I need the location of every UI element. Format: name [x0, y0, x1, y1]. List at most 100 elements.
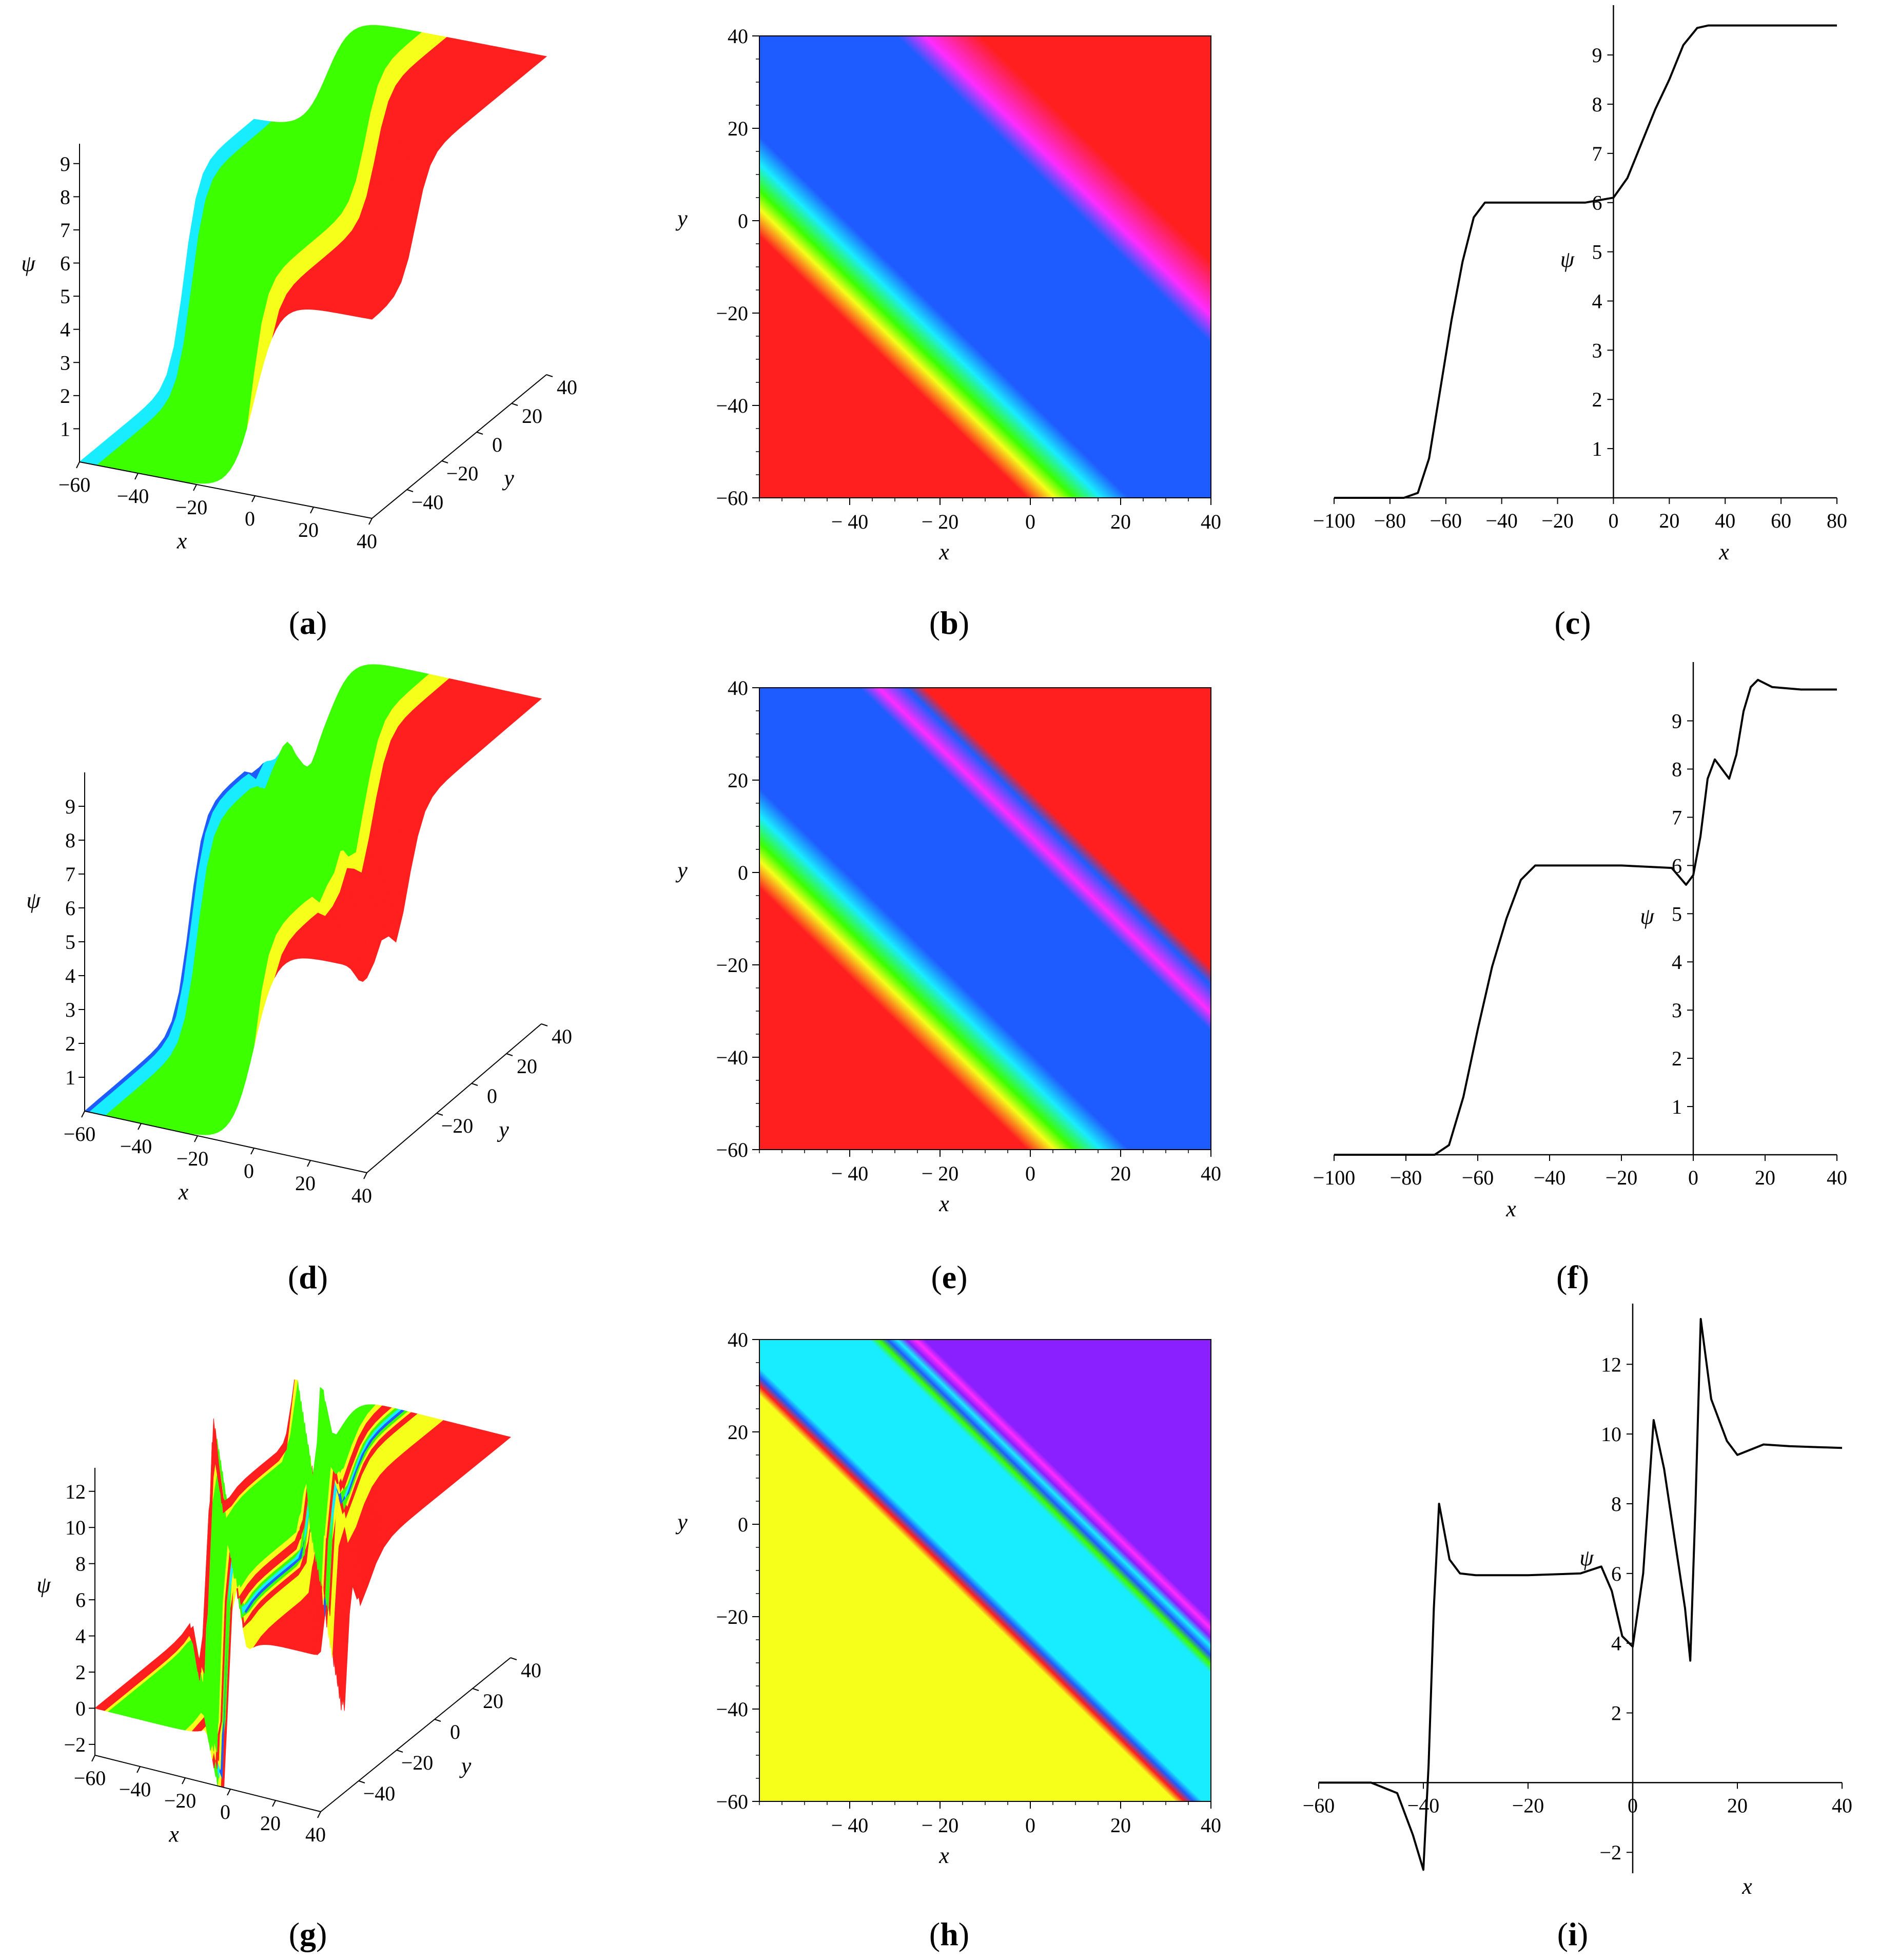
y-tick-mark — [512, 403, 518, 405]
x-tick-label: −20 — [1606, 1166, 1638, 1189]
x-tick-label: −60 — [1303, 1794, 1335, 1817]
x-tick-label: 0 — [1688, 1166, 1698, 1189]
surface-panel-d: −60−40−2002040−2002040123456789xyψ — [26, 665, 572, 1207]
y-tick-label: 1 — [1672, 1095, 1682, 1118]
x-tick-mark — [182, 1778, 185, 1784]
series-line — [1334, 26, 1837, 498]
y-tick-mark — [511, 1658, 517, 1660]
x-tick-label: 20 — [1110, 1162, 1131, 1185]
line-panel-c: −100 −80 −60 −40 −20 0 20 40 60 80123456789xψ — [1313, 5, 1847, 565]
x-axis-label: x — [178, 1179, 189, 1205]
y-tick-mark — [541, 1024, 547, 1026]
y-tick-mark — [506, 1054, 513, 1056]
x-tick-label: − 20 — [922, 510, 959, 533]
y-tick-label: 0 — [738, 861, 748, 884]
x-tick-label: − 20 — [922, 1162, 959, 1185]
x-tick-label: 40 — [1201, 1814, 1221, 1837]
caption-letter: b — [940, 605, 958, 641]
x-tick-label: −20 — [177, 1147, 209, 1170]
panel-caption-b: (b) — [929, 605, 969, 641]
caption-paren-open: ( — [1557, 1916, 1568, 1952]
panel-caption-a: (a) — [289, 605, 327, 641]
y-tick-label: 0 — [487, 1084, 497, 1108]
x-axis-label: x — [938, 1191, 949, 1216]
caption-paren-close: ) — [316, 1916, 327, 1952]
x-tick-label: −100 — [1313, 509, 1356, 532]
x-tick-mark — [138, 1123, 141, 1130]
z-tick-label: 3 — [60, 351, 70, 374]
z-tick-label: 6 — [60, 252, 70, 275]
x-tick-label: 0 — [1025, 1162, 1035, 1185]
x-tick-label: − 20 — [922, 1814, 959, 1837]
x-tick-label: −40 — [1534, 1166, 1566, 1189]
y-tick-label: 6 — [1611, 1562, 1621, 1585]
caption-letter: h — [940, 1916, 958, 1952]
x-tick-label: −60 — [74, 1767, 106, 1790]
y-axis-label: y — [459, 1753, 472, 1778]
panel-caption-f: (f) — [1556, 1259, 1589, 1295]
y-tick-label: 5 — [1592, 241, 1602, 264]
z-tick-label: −2 — [64, 1733, 86, 1756]
y-tick-label: −20 — [441, 1114, 474, 1137]
caption-paren-close: ) — [958, 605, 969, 641]
caption-paren-open: ( — [288, 1259, 299, 1295]
x-axis-label: x — [938, 1843, 949, 1868]
x-axis-label: x — [1741, 1874, 1752, 1899]
x-tick-label: −20 — [164, 1789, 197, 1812]
x-tick-mark — [318, 1812, 321, 1818]
caption-paren-close: ) — [1577, 1916, 1588, 1952]
y-tick-label: 40 — [557, 376, 577, 399]
x-tick-label: −40 — [1407, 1794, 1440, 1817]
y-tick-label: −20 — [446, 462, 479, 485]
panel-caption-c: (c) — [1554, 605, 1591, 641]
z-tick-label: 2 — [60, 384, 70, 407]
x-tick-label: − 40 — [831, 1814, 869, 1837]
y-tick-mark — [477, 432, 483, 434]
z-tick-label: 5 — [65, 930, 75, 954]
x-tick-label: 40 — [1201, 1162, 1221, 1185]
z-tick-label: 8 — [65, 829, 75, 852]
x-tick-label: − 40 — [831, 1162, 869, 1185]
x-tick-label: −40 — [120, 1135, 152, 1158]
z-tick-label: 3 — [65, 998, 75, 1021]
x-tick-mark — [135, 473, 138, 479]
z-tick-label: 12 — [65, 1480, 86, 1503]
x-tick-mark — [310, 507, 314, 513]
x-tick-label: 20 — [298, 518, 319, 541]
heatmap-panel-h: − 40− 20 0 20 4040200−20−40−60xy — [675, 1328, 1221, 1868]
y-tick-label: 8 — [1611, 1492, 1621, 1516]
y-axis-label: ψ — [1579, 1545, 1594, 1570]
y-tick-label: 20 — [728, 769, 748, 792]
x-tick-label: 40 — [305, 1823, 326, 1846]
x-tick-mark — [92, 1755, 95, 1761]
y-tick-label: −40 — [363, 1782, 396, 1805]
y-tick-label: 5 — [1672, 902, 1682, 925]
y-tick-label: 3 — [1672, 999, 1682, 1022]
y-tick-label: 3 — [1592, 339, 1602, 362]
x-tick-label: 80 — [1827, 509, 1847, 532]
y-tick-label: 40 — [728, 25, 748, 48]
line-panel-f: −100 −80 −60 −40 −20 0 20 40123456789xψ — [1313, 662, 1847, 1221]
y-tick-label: 40 — [728, 676, 748, 700]
z-tick-label: 10 — [65, 1516, 86, 1539]
panel-caption-g: (g) — [289, 1916, 327, 1952]
caption-paren-open: ( — [1554, 605, 1565, 641]
z-tick-label: 9 — [65, 795, 75, 818]
y-tick-label: 20 — [728, 117, 748, 140]
caption-paren-open: ( — [929, 605, 940, 641]
x-tick-label: 0 — [1608, 509, 1618, 532]
x-tick-mark — [137, 1767, 140, 1773]
z-tick-label: 8 — [60, 185, 70, 208]
y-tick-label: 1 — [1592, 437, 1602, 460]
x-tick-mark — [369, 518, 372, 525]
x-tick-label: −60 — [1430, 509, 1462, 532]
x-tick-label: − 40 — [831, 510, 869, 533]
z-tick-label: 5 — [60, 285, 70, 308]
panel-caption-h: (h) — [929, 1916, 969, 1952]
x-tick-label: 20 — [1110, 510, 1131, 533]
z-tick-label: 2 — [75, 1661, 86, 1684]
x-axis-label: x — [168, 1822, 179, 1847]
x-tick-label: 40 — [1201, 510, 1221, 533]
z-tick-label: 7 — [65, 863, 75, 886]
